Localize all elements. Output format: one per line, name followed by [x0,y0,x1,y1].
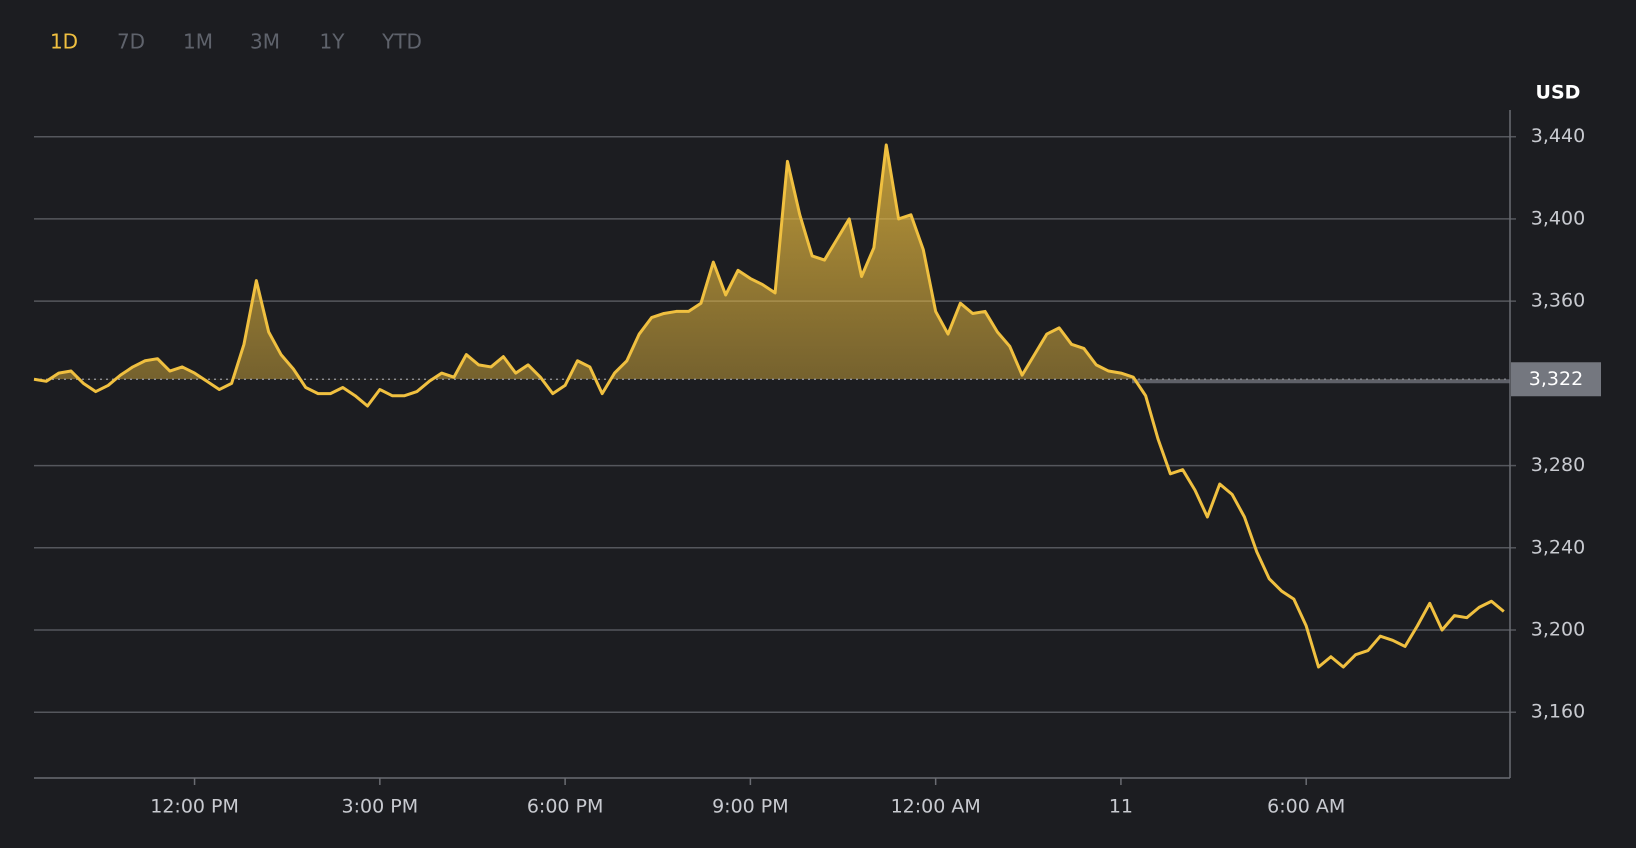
x-tick-label: 12:00 PM [150,796,239,818]
x-tick-label: 6:00 PM [527,796,604,818]
range-tab[interactable]: 1Y [320,30,346,54]
x-tick-label: 6:00 AM [1267,796,1345,818]
price-label-box [1511,362,1601,397]
x-tick-label: 9:00 PM [712,796,789,818]
range-tab[interactable]: 7D [117,30,145,54]
y-axis-unit: USD [1536,82,1581,104]
y-tick-label: 3,440 [1531,125,1585,147]
y-tick-label: 3,400 [1531,207,1585,229]
y-tick-label: 3,240 [1531,536,1585,558]
range-tab[interactable]: 1D [50,30,78,54]
y-tick-label: 3,160 [1531,701,1585,723]
range-tab[interactable]: 1M [183,30,213,54]
y-tick-label: 3,200 [1531,619,1585,641]
range-tab[interactable]: YTD [381,30,422,54]
area-fill [34,144,1504,380]
reference-band [1132,379,1510,384]
y-tick-label: 3,360 [1531,290,1585,312]
y-tick-label: 3,280 [1531,454,1585,476]
price-line [33,143,1505,669]
x-tick-label: 12:00 AM [891,796,981,818]
range-tab[interactable]: 3M [250,30,280,54]
x-tick-label: 11 [1109,796,1133,818]
x-tick-label: 3:00 PM [342,796,419,818]
price-label: 3,322 [1529,368,1583,390]
